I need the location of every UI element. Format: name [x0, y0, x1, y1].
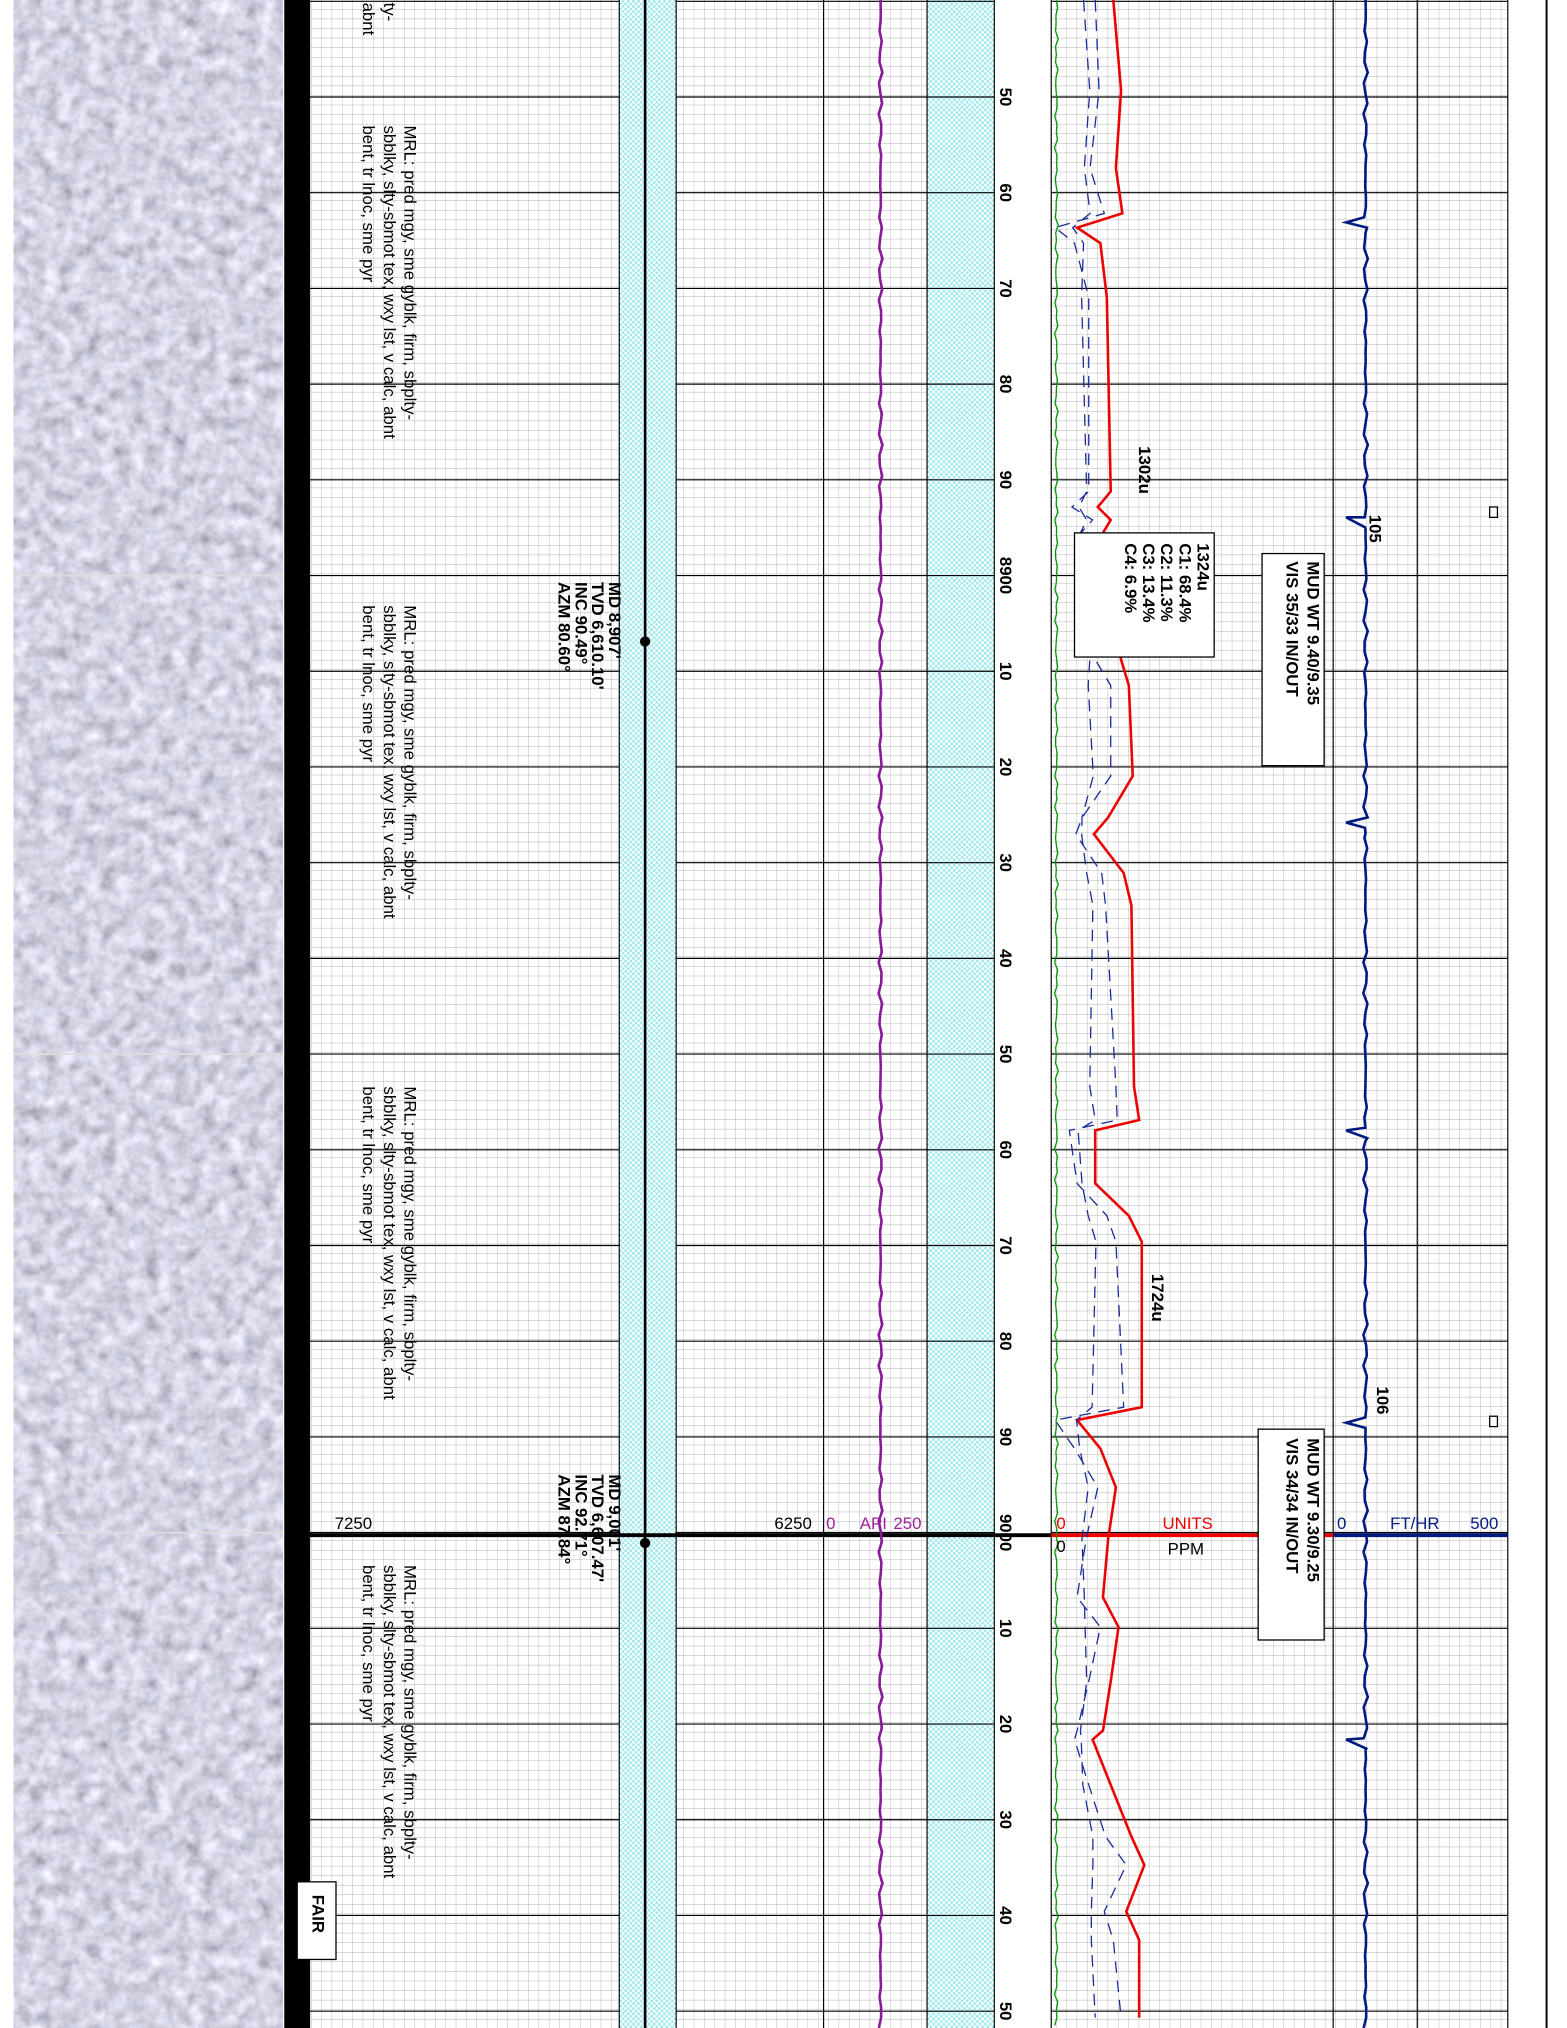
lithology-text: MRL: pred mgy, sme gyblk, firm, sbplty- [401, 605, 420, 900]
gas-ratio-text: C4: 6.9% [1121, 543, 1140, 613]
rop-label: 106 [1373, 1386, 1392, 1414]
marker [1489, 1415, 1499, 1428]
gas-grid [1051, 0, 1508, 2028]
scale-label: 0 [826, 1514, 835, 1533]
gas-peak-label: 1302u [1135, 446, 1154, 494]
survey-text: MD 8,907' [605, 582, 624, 659]
gas-peak-label: 1724u [1148, 1274, 1167, 1322]
show-box [296, 1881, 337, 1961]
lithology-text: bent, tr lnoc, sme pyr [359, 1086, 378, 1243]
photo-seams [13, 574, 283, 1534]
survey-text: AZM 87.84° [554, 1474, 573, 1564]
depth-label: 10 [996, 662, 1015, 681]
lithology-text: abnt [359, 3, 378, 36]
gas-ratio-box [1073, 532, 1215, 658]
gas-ratio-text: C3: 13.4% [1139, 543, 1158, 622]
depth-label: 60 [996, 1140, 1015, 1159]
depth-label: 20 [996, 1715, 1015, 1734]
survey-text: INC 90.49° [571, 582, 590, 664]
lithology-text: bent, tr lnoc, sme pyr [359, 125, 378, 282]
depth-label: 50 [996, 1045, 1015, 1064]
major-grid [308, 0, 1548, 2028]
lithology-text: sbblky, slty-sbmot tex, wxy lst, v calc,… [380, 605, 399, 919]
c2-curve [1071, 0, 1097, 2018]
rop-label: 105 [1365, 515, 1384, 543]
lithology-text: bent, tr lnoc, sme pyr [359, 1565, 378, 1722]
depth-label: 20 [996, 758, 1015, 777]
depth-label: 9000 [996, 1514, 1015, 1551]
depth-label: 90 [996, 1428, 1015, 1447]
mud-text: MUD WT 9.40/9.35 [1303, 561, 1322, 705]
survey-text: MD 9,001' [605, 1474, 624, 1551]
survey-point [639, 636, 651, 647]
gas-ratio-text: C1: 68.4% [1175, 543, 1194, 622]
mud-box [1257, 1428, 1325, 1641]
survey-text: TVD 6,607.47' [588, 1474, 607, 1582]
survey-text: TVD 6,610.10' [588, 582, 607, 690]
depth-label: 50 [996, 88, 1015, 107]
curves [877, 0, 1370, 2028]
c3-curve [1053, 0, 1060, 2026]
depth-label: 40 [996, 949, 1015, 968]
depth-label: 8900 [996, 557, 1015, 594]
scale-label: 6250 [774, 1514, 811, 1533]
lithology-text: bent, tr lnoc, sme pyr [359, 605, 378, 762]
depth-label: 70 [996, 279, 1015, 298]
depth-label: 60 [996, 183, 1015, 202]
gas-ratio-text: 1324u [1193, 543, 1212, 591]
mud-text: MUD WT 9.30/9.25 [1303, 1438, 1322, 1582]
c1-curve [1053, 0, 1127, 2018]
lithology-text: MRL: pred mgy, sme gyblk, firm, sbplty- [401, 125, 420, 420]
scale-label: 7250 [335, 1514, 372, 1533]
marker [1489, 506, 1499, 518]
lith-grid [308, 0, 620, 2028]
mud-box [1261, 552, 1325, 767]
lithology-text: sbblky, slty-sbmot tex, wxy lst, v calc,… [380, 1565, 399, 1879]
lithology-text: ty- [380, 3, 399, 22]
survey-text: AZM 80.60° [554, 582, 573, 672]
scale-label: 250 [893, 1514, 921, 1533]
depth-label: 80 [996, 375, 1015, 394]
survey-text: INC 92.71° [571, 1474, 590, 1556]
gamma-grid [676, 0, 928, 2028]
depth-shade [619, 0, 677, 2028]
scale-label: 0 [1056, 1537, 1065, 1556]
gas-ratio-text: C2: 11.3% [1157, 543, 1176, 621]
gamma-curve [877, 0, 884, 2028]
cuttings-photo [13, 0, 283, 2028]
depth-label: 50 [996, 2002, 1015, 2021]
scale-label: UNITS [1162, 1514, 1212, 1533]
depth-label: 90 [996, 470, 1015, 489]
rop-curve [1341, 0, 1370, 2028]
depth-label: 40 [996, 1906, 1015, 1925]
depth-label: 80 [996, 1332, 1015, 1351]
lithology-text: MRL: pred mgy, sme gyblk, firm, sbplty- [401, 1086, 420, 1381]
depth-label: 10 [996, 1619, 1015, 1638]
survey-point [639, 1537, 651, 1549]
scale-label: PPM [1168, 1540, 1204, 1559]
lithology-text: sbblky, slty-sbmot tex, wxy lst, v calc,… [380, 125, 399, 439]
scale-label: 500 [1470, 1514, 1498, 1533]
scale-label: 0 [1337, 1514, 1346, 1533]
gas-curve [1074, 0, 1146, 2018]
show-rating: FAIR [309, 1895, 328, 1933]
depth-label: 70 [996, 1236, 1015, 1255]
gamma-shade [927, 0, 995, 2028]
mud-text: VIS 35/33 IN/OUT [1283, 561, 1302, 697]
scale-label: FT/HR [1390, 1514, 1439, 1533]
depth-label: 30 [996, 853, 1015, 872]
depth-label: 30 [996, 1810, 1015, 1829]
show-bar [284, 0, 311, 2028]
scale-label: API [860, 1514, 887, 1533]
mud-text: VIS 34/34 IN/OUT [1283, 1438, 1302, 1574]
lithology-text: sbblky, slty-sbmot tex, wxy lst, v calc,… [380, 1086, 399, 1400]
scale-label: 0 [1056, 1514, 1065, 1533]
lithology-text: MRL: pred mgy, sme gyblk, firm, sbplty- [401, 1565, 420, 1860]
